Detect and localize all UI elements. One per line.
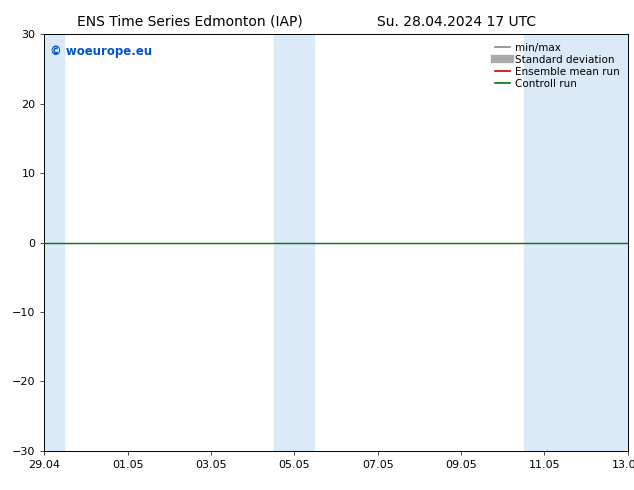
Bar [44,34,65,451]
Text: © woeurope.eu: © woeurope.eu [50,45,152,58]
Text: Su. 28.04.2024 17 UTC: Su. 28.04.2024 17 UTC [377,15,536,29]
Legend: min/max, Standard deviation, Ensemble mean run, Controll run: min/max, Standard deviation, Ensemble me… [491,40,623,92]
Bar [524,34,628,451]
Text: ENS Time Series Edmonton (IAP): ENS Time Series Edmonton (IAP) [77,15,303,29]
Bar [275,34,314,451]
